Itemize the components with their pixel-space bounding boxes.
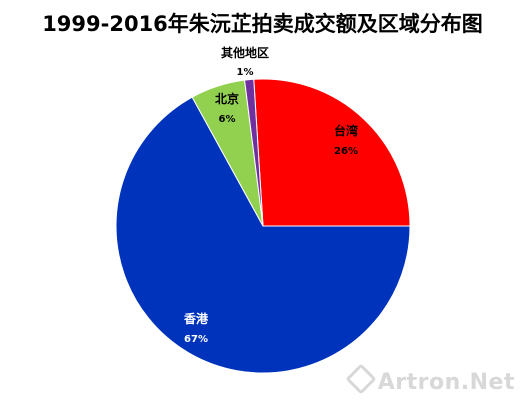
pie-slice-other — [244, 78, 264, 227]
slice-label-other: 其他地区 — [221, 45, 269, 60]
chart-title: 1999-2016年朱沅芷拍卖成交额及区域分布图 — [42, 12, 483, 36]
watermark: Artron.Net — [345, 363, 515, 395]
artron-logo-icon — [345, 363, 377, 395]
slice-label-taiwan: 台湾 — [334, 123, 358, 138]
slice-pct-beijing: 6% — [219, 114, 236, 125]
slice-label-beijing: 北京 — [215, 91, 239, 106]
slice-pct-taiwan: 26% — [334, 146, 358, 157]
slice-pct-other: 1% — [237, 67, 254, 78]
pie-slice-taiwan — [253, 78, 411, 227]
pie-slice-hongkong — [115, 96, 411, 374]
slice-pct-hongkong: 67% — [184, 334, 208, 345]
slice-label-hongkong: 香港 — [183, 311, 209, 326]
watermark-text: Artron.Net — [377, 370, 515, 395]
